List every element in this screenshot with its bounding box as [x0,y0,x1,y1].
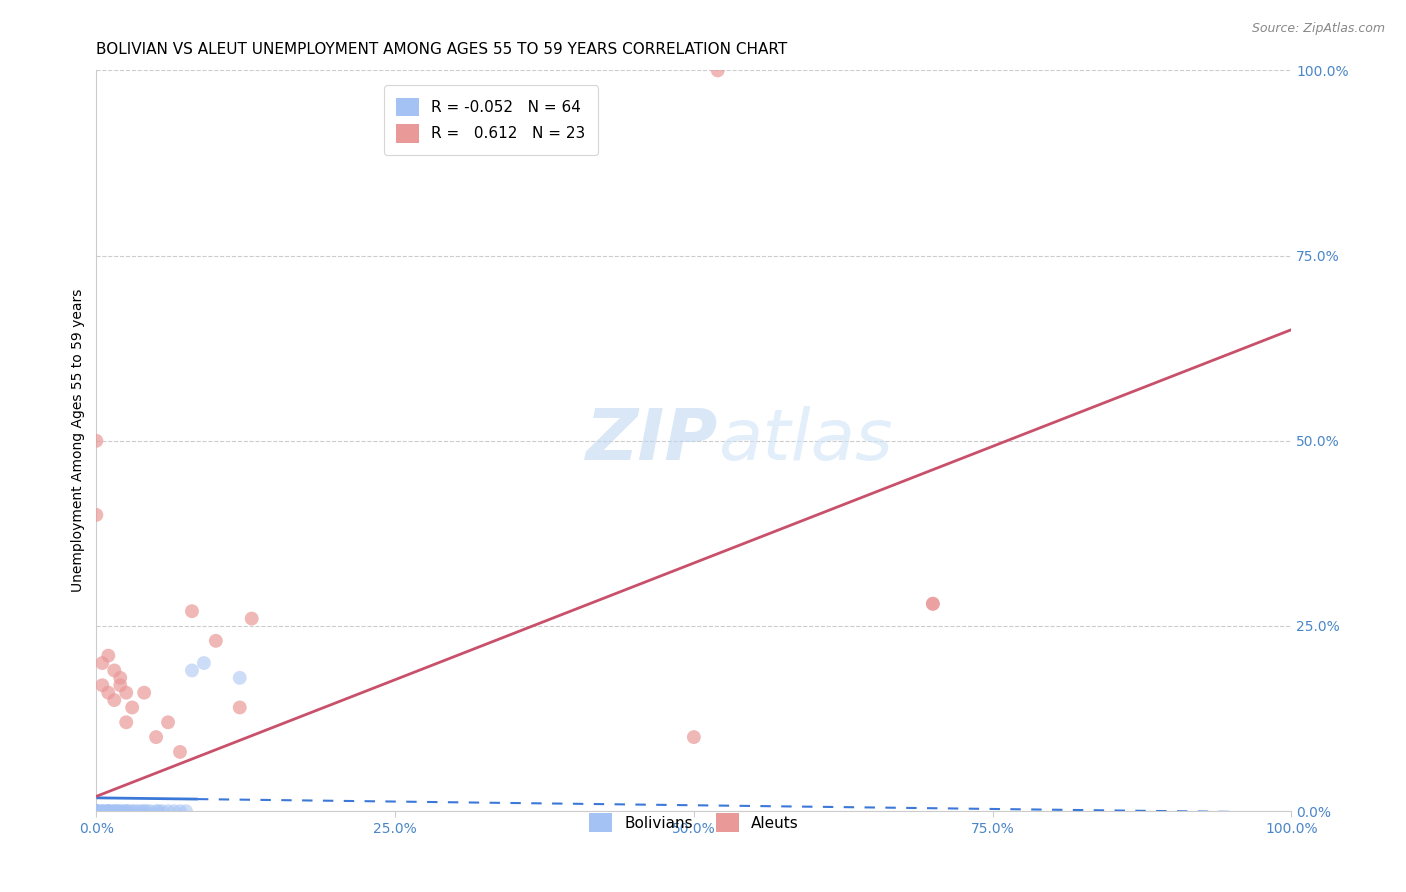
Point [86,804,108,818]
Point [240,611,263,625]
Point [86,804,108,818]
Point [94,804,117,818]
Point [134,804,156,818]
Point [103,693,125,707]
Point [86,804,108,818]
Point [111,804,134,818]
Text: ZIP: ZIP [585,406,717,475]
Point [86,804,108,818]
Point [91,804,114,818]
Point [86,804,108,818]
Legend: Bolivians, Aleuts: Bolivians, Aleuts [576,801,811,845]
Point [157,715,180,730]
Text: atlas: atlas [717,406,893,475]
Point [117,804,139,818]
Point [86,804,108,818]
Point [86,804,108,818]
Point [682,730,704,744]
Point [115,804,138,818]
Point [86,804,108,818]
Point [86,804,108,818]
Point [145,730,167,744]
Point [169,745,191,759]
Point [121,700,143,714]
Point [169,804,191,818]
Point [86,804,108,818]
Point [229,671,252,685]
Point [86,804,108,818]
Point [110,671,132,685]
Point [127,804,149,818]
Point [86,804,108,818]
Point [115,686,138,700]
Point [115,715,138,730]
Point [163,804,186,818]
Point [921,597,943,611]
Point [86,804,108,818]
Point [103,664,125,678]
Point [121,804,143,818]
Point [174,804,197,818]
Point [148,804,170,818]
Point [193,656,215,670]
Point [86,804,108,818]
Point [706,63,728,78]
Point [91,804,114,818]
Point [181,664,204,678]
Point [91,678,114,692]
Point [100,804,122,818]
Point [97,648,120,663]
Point [124,804,146,818]
Point [97,804,120,818]
Point [86,804,108,818]
Point [86,804,108,818]
Point [97,686,120,700]
Point [86,804,108,818]
Point [115,804,138,818]
Point [139,804,162,818]
Point [103,804,125,818]
Point [97,804,120,818]
Point [86,804,108,818]
Point [86,804,108,818]
Point [86,804,108,818]
Point [110,678,132,692]
Point [86,804,108,818]
Point [86,804,108,818]
Point [86,804,108,818]
Point [205,633,228,648]
Point [181,604,204,618]
Point [135,804,157,818]
Point [134,686,156,700]
Point [91,804,114,818]
Text: BOLIVIAN VS ALEUT UNEMPLOYMENT AMONG AGES 55 TO 59 YEARS CORRELATION CHART: BOLIVIAN VS ALEUT UNEMPLOYMENT AMONG AGE… [97,42,787,57]
Point [86,434,108,448]
Point [103,804,125,818]
Point [110,804,132,818]
Point [91,656,114,670]
Point [157,804,180,818]
Point [86,804,108,818]
Point [86,804,108,818]
Point [86,804,108,818]
Point [131,804,153,818]
Point [229,700,252,714]
Text: Source: ZipAtlas.com: Source: ZipAtlas.com [1251,22,1385,36]
Point [86,804,108,818]
Y-axis label: Unemployment Among Ages 55 to 59 years: Unemployment Among Ages 55 to 59 years [72,289,86,592]
Point [86,804,108,818]
Point [86,804,108,818]
Point [105,804,128,818]
Point [150,804,173,818]
Point [86,508,108,522]
Point [921,597,943,611]
Point [86,804,108,818]
Point [145,804,167,818]
Point [97,804,120,818]
Point [107,804,129,818]
